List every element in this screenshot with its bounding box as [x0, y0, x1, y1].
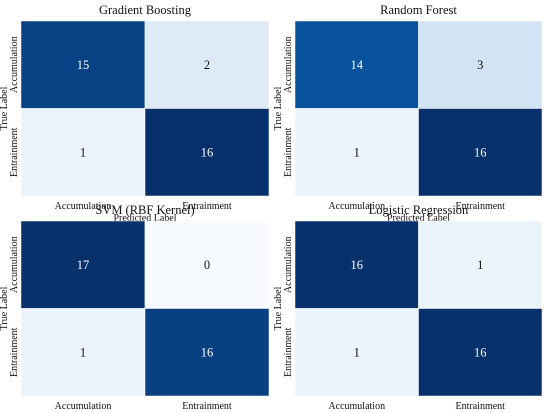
- y-axis-label: True Label: [0, 286, 10, 330]
- heatmap-cell: [20, 220, 146, 309]
- cell-value: 2: [204, 58, 210, 72]
- cell-value: 16: [201, 145, 214, 159]
- x-tick-label: Entrainment: [182, 201, 232, 212]
- heatmap-cell: [20, 308, 146, 397]
- heatmap-cell: [144, 308, 270, 397]
- y-tick-label: Entrainment: [283, 327, 294, 377]
- y-tick-label: Entrainment: [9, 127, 20, 177]
- y-axis-label: True Label: [273, 286, 284, 330]
- x-tick-label: Accumulation: [328, 201, 385, 212]
- cell-value: 1: [354, 145, 360, 159]
- heatmap-cell: [20, 20, 146, 109]
- y-tick-label: Accumulation: [283, 236, 294, 293]
- cell-value: 3: [477, 58, 483, 72]
- panel-title: Random Forest: [380, 3, 457, 17]
- x-tick-label: Entrainment: [182, 401, 232, 412]
- heatmap-cell: [418, 220, 543, 309]
- cell-value: 1: [477, 258, 483, 272]
- heatmap-cell: [294, 220, 419, 309]
- x-tick-label: Accumulation: [55, 401, 112, 412]
- x-axis-label: Predicted Label: [387, 213, 450, 224]
- panel-title: Gradient Boosting: [99, 3, 192, 17]
- y-axis-label: True Label: [0, 86, 10, 130]
- cell-value: 15: [77, 58, 90, 72]
- cell-value: 14: [351, 58, 364, 72]
- x-tick-label: Accumulation: [55, 201, 112, 212]
- x-tick-label: Accumulation: [328, 401, 385, 412]
- cell-value: 1: [80, 345, 86, 359]
- heatmap-cell: [418, 20, 543, 109]
- heatmap-cell: [418, 108, 543, 197]
- heatmap-cell: [144, 108, 270, 197]
- cell-value: 16: [351, 258, 364, 272]
- panel-title: SVM (RBF Kernel): [95, 203, 194, 217]
- cell-value: 16: [474, 145, 487, 159]
- y-tick-label: Accumulation: [9, 36, 20, 93]
- y-axis-label: True Label: [273, 86, 284, 130]
- y-tick-label: Accumulation: [9, 236, 20, 293]
- cell-value: 1: [80, 145, 86, 159]
- cell-value: 0: [204, 258, 210, 272]
- cell-value: 16: [201, 345, 214, 359]
- y-tick-label: Entrainment: [9, 327, 20, 377]
- x-axis-label: Predicted Label: [113, 213, 176, 224]
- heatmap-cell: [294, 308, 419, 397]
- heatmap-cell: [418, 308, 543, 397]
- cell-value: 1: [354, 345, 360, 359]
- x-tick-label: Entrainment: [456, 201, 506, 212]
- cell-value: 17: [77, 258, 90, 272]
- x-tick-label: Entrainment: [456, 401, 506, 412]
- heatmap-cell: [144, 20, 270, 109]
- heatmap-cell: [144, 220, 270, 309]
- heatmap-cell: [20, 108, 146, 197]
- y-tick-label: Accumulation: [283, 36, 294, 93]
- panel-title: Logistic Regression: [369, 203, 469, 217]
- y-tick-label: Entrainment: [283, 127, 294, 177]
- cell-value: 16: [474, 345, 487, 359]
